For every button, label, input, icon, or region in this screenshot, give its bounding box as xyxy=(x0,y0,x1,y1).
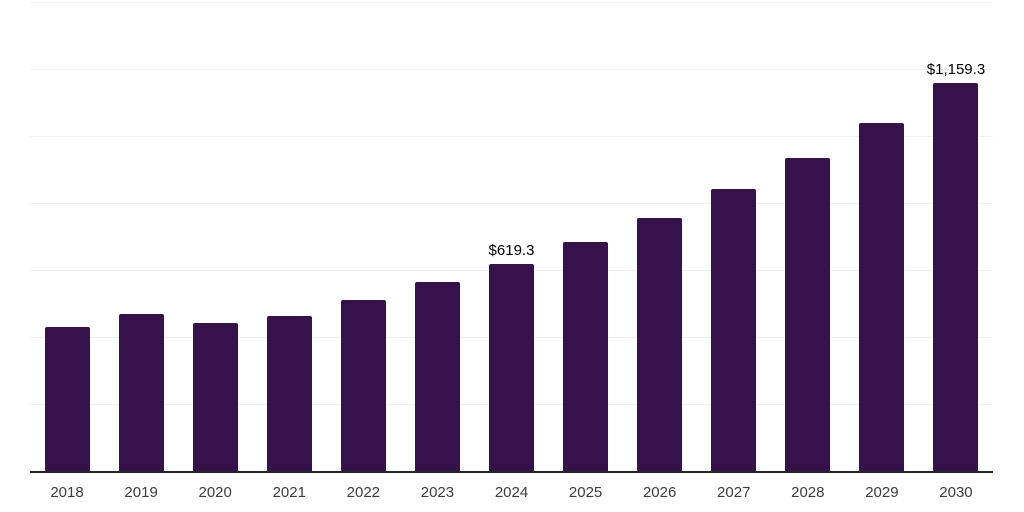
bar-slot-2022 xyxy=(326,2,400,471)
bar-2020 xyxy=(192,323,238,471)
x-tick-label-2020: 2020 xyxy=(198,484,232,501)
bar-2027 xyxy=(711,188,757,471)
x-tick-label-2029: 2029 xyxy=(865,484,899,501)
plot-area: $619.3 $1,159.3 xyxy=(30,2,993,473)
bar-2029 xyxy=(859,122,905,471)
bar-slot-2018 xyxy=(30,2,104,471)
gridline xyxy=(30,136,993,137)
bar-slot-2025 xyxy=(549,2,623,471)
gridline xyxy=(30,203,993,204)
bar-2026 xyxy=(637,217,683,471)
bar-2021 xyxy=(266,316,312,471)
bar-slot-2030: $1,159.3 xyxy=(919,2,993,471)
bar-slot-2024: $619.3 xyxy=(474,2,548,471)
bar-slot-2019 xyxy=(104,2,178,471)
x-axis-line xyxy=(30,471,993,473)
x-tick-label-2022: 2022 xyxy=(346,484,381,501)
x-tick-label-2026: 2026 xyxy=(642,484,677,501)
x-tick-label-2024: 2024 xyxy=(494,484,529,501)
bar-slot-2023 xyxy=(400,2,474,471)
gridline xyxy=(30,2,993,3)
bar-2019 xyxy=(118,313,164,471)
x-tick-label-2027: 2027 xyxy=(717,484,751,501)
bar-2028 xyxy=(785,158,831,471)
bar-value-label-2030: $1,159.3 xyxy=(926,60,986,78)
bar-value-label-2024: $619.3 xyxy=(488,241,535,259)
bar-slot-2028 xyxy=(771,2,845,471)
x-tick-label-2030: 2030 xyxy=(939,484,973,501)
bar-2024 xyxy=(489,263,534,471)
bar-slot-2029 xyxy=(845,2,919,471)
bar-2030 xyxy=(933,82,979,471)
bar-slot-2026 xyxy=(623,2,697,471)
bar-slot-2027 xyxy=(697,2,771,471)
x-tick-label-2023: 2023 xyxy=(420,484,455,501)
x-tick-label-2028: 2028 xyxy=(791,484,825,501)
x-tick-label-2025: 2025 xyxy=(568,484,603,501)
bar-slot-2021 xyxy=(252,2,326,471)
x-axis-labels: 2018 2019 2020 2021 2022 2023 2024 2025 2026 2027… xyxy=(30,484,993,502)
x-tick-label-2019: 2019 xyxy=(124,484,158,501)
bar-2025 xyxy=(563,241,609,471)
gridline xyxy=(30,69,993,70)
bar-2018 xyxy=(44,327,90,471)
bar-2023 xyxy=(414,282,460,471)
x-tick-label-2018: 2018 xyxy=(50,484,84,501)
bar-2022 xyxy=(340,300,386,471)
bar-slot-2020 xyxy=(178,2,252,471)
x-tick-label-2021: 2021 xyxy=(272,484,306,501)
bars-container: $619.3 $1,159.3 xyxy=(30,2,993,471)
